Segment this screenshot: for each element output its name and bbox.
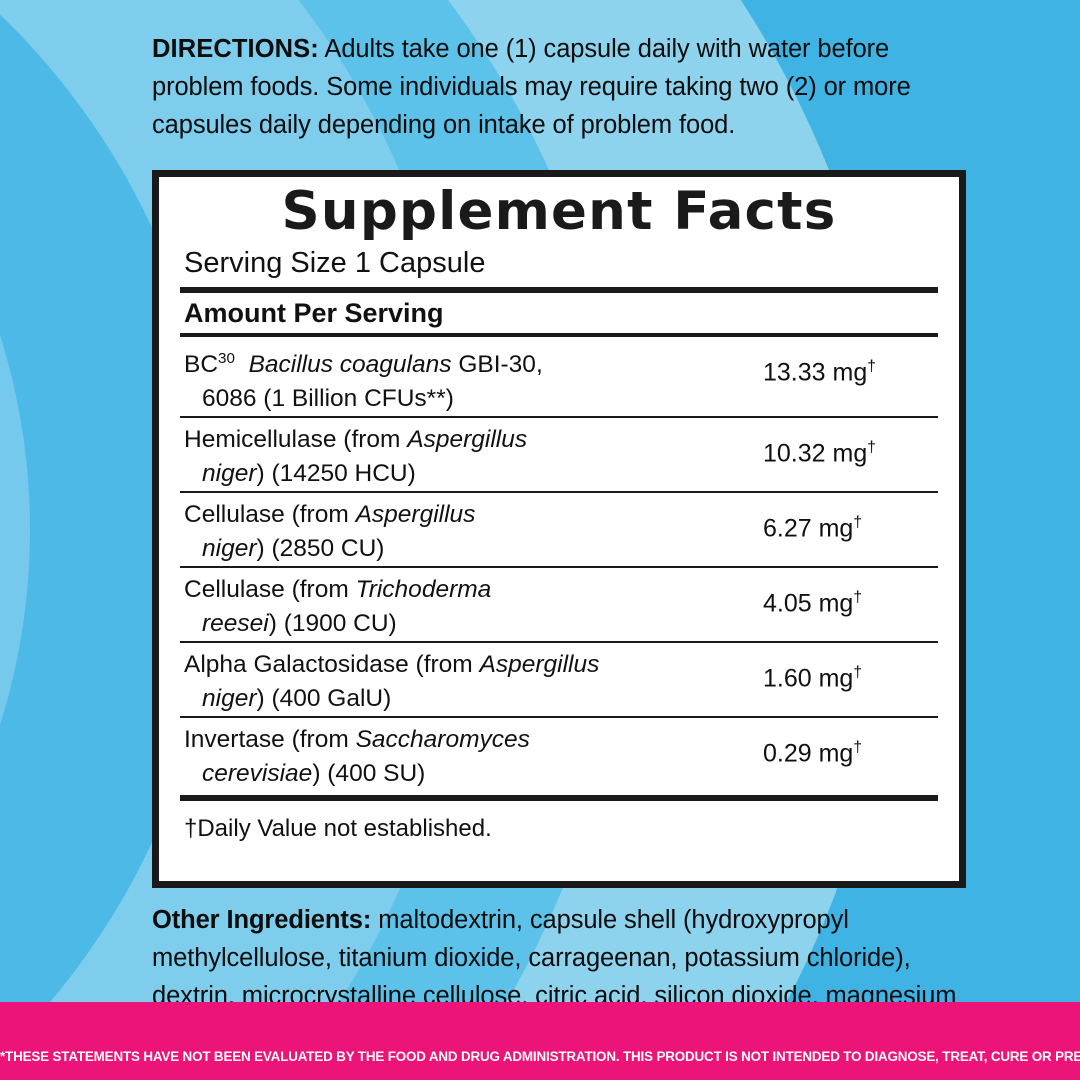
ingredient-amount: 1.60 mg†: [732, 643, 938, 693]
ingredient-amount-value: 10.32 mg: [763, 439, 868, 468]
ingredient-amount: 10.32 mg†: [732, 418, 938, 468]
ingredient-amount-dagger: †: [853, 664, 862, 682]
row-divider: [180, 566, 938, 569]
ingredient-name-italic: Bacillus coagulans: [248, 351, 452, 379]
table-row: Cellulase (from Aspergillus niger) (2850…: [180, 493, 938, 566]
directions-text: Adults take one (1) capsule daily with w…: [152, 35, 911, 139]
ingredient-amount: 13.33 mg†: [732, 337, 938, 387]
ingredient-name-italic: Saccharomyces: [355, 726, 530, 754]
ingredient-rows: BC30 Bacillus coagulans GBI-30, 6086 (1 …: [180, 337, 938, 791]
rule-below-serving-size: [180, 287, 938, 293]
ingredient-name-line2-post: ) (2850 CU): [256, 535, 385, 563]
ingredient-name-pre: Invertase (from: [184, 726, 356, 754]
table-row: Cellulase (from Trichoderma reesei) (190…: [180, 568, 938, 641]
ingredient-amount-dagger: †: [853, 514, 862, 532]
ingredient-name-line2-post: ) (1900 CU): [268, 610, 397, 638]
fda-disclaimer: *THESE STATEMENTS HAVE NOT BEEN EVALUATE…: [0, 1049, 1080, 1064]
ingredient-name-post: GBI-30,: [451, 351, 543, 379]
ingredient-amount-value: 0.29 mg: [763, 739, 854, 768]
ingredient-amount-dagger: †: [853, 739, 862, 757]
ingredient-name-line2: niger) (2850 CU): [184, 532, 732, 566]
ingredient-name: Cellulase (from Trichoderma reesei) (190…: [184, 568, 732, 641]
background-arc-5: [0, 0, 30, 1080]
ingredient-amount-value: 1.60 mg: [763, 664, 854, 693]
ingredient-amount-value: 6.27 mg: [763, 514, 854, 543]
ingredient-name-italic: Aspergillus: [407, 426, 528, 454]
rule-above-footnote: [180, 795, 938, 802]
ingredient-name-line2-post: ) (14250 HCU): [256, 460, 416, 488]
ingredient-name: Cellulase (from Aspergillus niger) (2850…: [184, 493, 732, 566]
ingredient-amount-dagger: †: [867, 358, 876, 375]
ingredient-name-superscript: 30: [218, 350, 235, 367]
row-divider: [180, 416, 938, 419]
daily-value-footnote: †Daily Value not established.: [184, 815, 492, 843]
ingredient-name-italic: Aspergillus: [355, 501, 476, 529]
ingredient-name-line2-italic: niger: [202, 535, 257, 563]
ingredient-name-pre: Alpha Galactosidase (from: [184, 651, 480, 679]
ingredient-name-line2-post: ) (400 GalU): [256, 685, 392, 713]
ingredient-name-line2: 6086 (1 Billion CFUs**): [202, 385, 454, 413]
ingredient-name-italic: Aspergillus: [479, 651, 600, 679]
ingredient-amount-value: 13.33 mg: [763, 358, 868, 387]
ingredient-name-line2: reesei) (1900 CU): [184, 607, 732, 641]
directions-label: DIRECTIONS:: [152, 35, 319, 63]
ingredient-name-line2-italic: reesei: [202, 610, 269, 638]
ingredient-name-line2: cerevisiae) (400 SU): [184, 757, 732, 791]
ingredient-name-pre: Hemicellulase (from: [184, 426, 408, 454]
other-ingredients-label: Other Ingredients:: [152, 906, 372, 934]
ingredient-name-line2-italic: cerevisiae: [202, 760, 313, 788]
ingredient-name: Alpha Galactosidase (from Aspergillus ni…: [184, 643, 732, 716]
ingredient-amount-dagger: †: [867, 439, 876, 457]
ingredient-name: BC30 Bacillus coagulans GBI-30, 6086 (1 …: [184, 337, 732, 416]
row-divider: [180, 641, 938, 644]
rule-below-amount-header: [180, 333, 938, 337]
row-divider: [180, 716, 938, 719]
ingredient-name: Invertase (from Saccharomyces cerevisiae…: [184, 718, 732, 791]
ingredient-name-pre: Cellulase (from: [184, 576, 356, 604]
table-row: Invertase (from Saccharomyces cerevisiae…: [180, 718, 938, 791]
ingredient-name-line2-post: ) (400 SU): [312, 760, 426, 788]
ingredient-name-pre: Cellulase (from: [184, 501, 356, 529]
serving-size-line: Serving Size 1 Capsule: [184, 247, 486, 279]
amount-per-serving-header: Amount Per Serving: [184, 298, 444, 328]
ingredient-amount: 6.27 mg†: [732, 493, 938, 543]
ingredient-amount-value: 4.05 mg: [763, 589, 854, 618]
ingredient-name-pre: BC: [184, 351, 219, 379]
table-row: Alpha Galactosidase (from Aspergillus ni…: [180, 643, 938, 716]
footer-bar: *THESE STATEMENTS HAVE NOT BEEN EVALUATE…: [0, 1002, 1080, 1080]
ingredient-name-italic: Trichoderma: [355, 576, 492, 604]
ingredient-name: Hemicellulase (from Aspergillus niger) (…: [184, 418, 732, 491]
table-row: BC30 Bacillus coagulans GBI-30, 6086 (1 …: [180, 337, 938, 416]
row-divider: [180, 491, 938, 494]
ingredient-name-line2-italic: niger: [202, 685, 257, 713]
ingredient-amount: 0.29 mg†: [732, 718, 938, 768]
table-row: Hemicellulase (from Aspergillus niger) (…: [180, 418, 938, 491]
ingredient-amount: 4.05 mg†: [732, 568, 938, 618]
ingredient-name-line2-italic: niger: [202, 460, 257, 488]
ingredient-name-line2: niger) (14250 HCU): [184, 457, 732, 491]
ingredient-name-line2: niger) (400 GalU): [184, 682, 732, 716]
ingredient-amount-dagger: †: [853, 589, 862, 607]
supplement-facts-panel: Supplement Facts Serving Size 1 Capsule …: [152, 170, 966, 888]
directions-paragraph: DIRECTIONS: Adults take one (1) capsule …: [152, 30, 952, 144]
supplement-facts-title: Supplement Facts: [281, 181, 837, 242]
